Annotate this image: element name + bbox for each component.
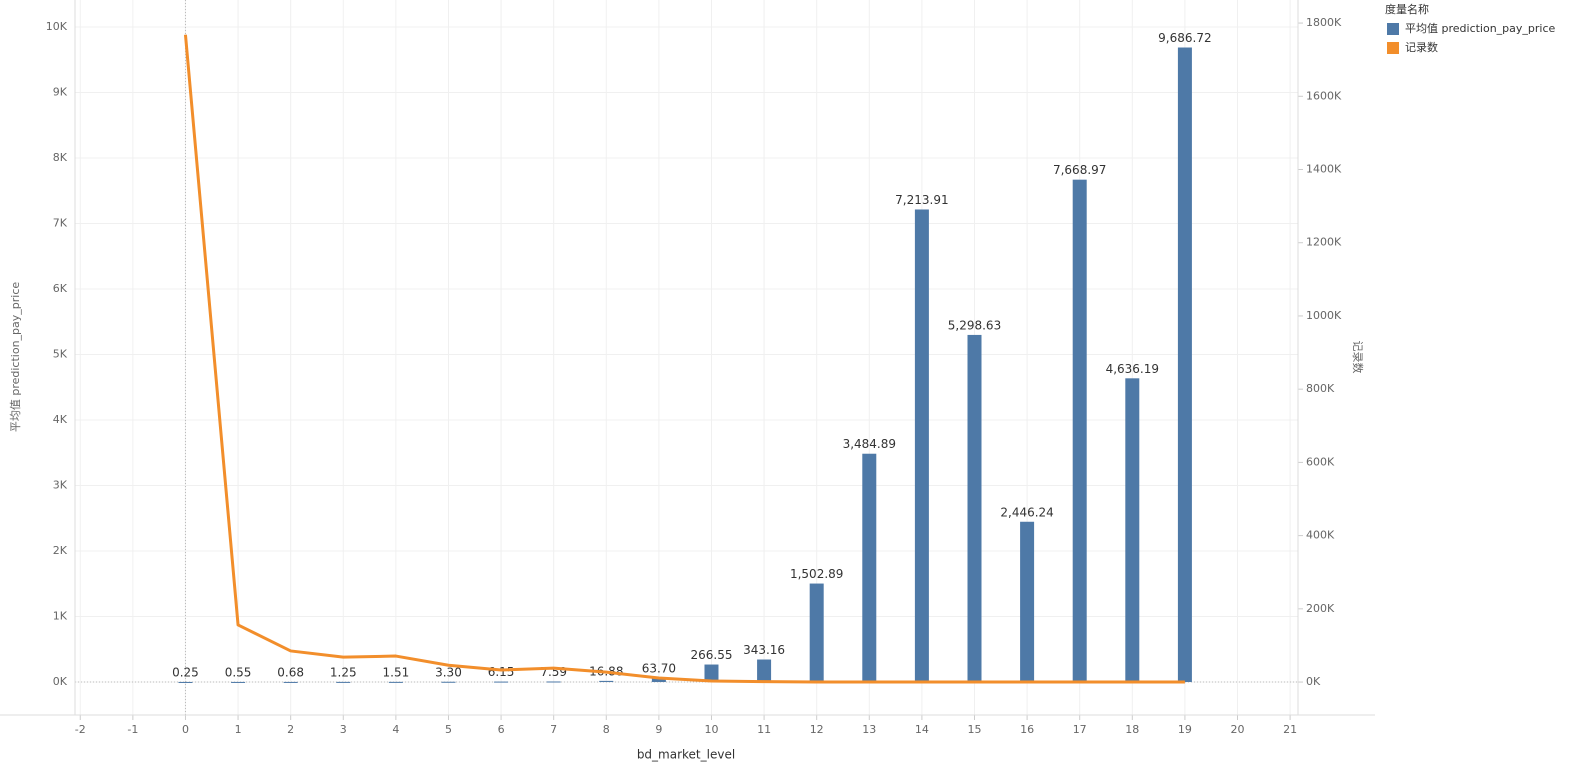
data-label: 0.55 <box>225 665 252 679</box>
legend-label: 平均值 prediction_pay_price <box>1405 22 1556 35</box>
x-tick-label: 18 <box>1125 723 1139 736</box>
x-tick-label: -1 <box>127 723 138 736</box>
line <box>183 34 1185 684</box>
bar <box>704 664 719 682</box>
x-tick-label: 5 <box>445 723 452 736</box>
bar <box>231 681 246 683</box>
bar <box>1072 179 1087 682</box>
y-axis-title: 平均值 prediction_pay_price <box>9 282 22 433</box>
legend-swatch <box>1387 23 1399 35</box>
x-axis-title: bd_market_level <box>637 748 735 762</box>
data-label: 343.16 <box>743 643 785 657</box>
bar <box>1125 378 1140 682</box>
data-label: 266.55 <box>690 648 732 662</box>
data-label: 3,484.89 <box>843 437 896 451</box>
bar <box>1177 47 1192 682</box>
y-tick-label: 8K <box>53 151 68 164</box>
data-label: 1,502.89 <box>790 567 843 581</box>
data-label: 63.70 <box>642 661 676 675</box>
y2-tick-label: 400K <box>1306 529 1335 542</box>
y2-tick-label: 800K <box>1306 382 1335 395</box>
bar <box>178 681 193 683</box>
x-tick-label: 1 <box>235 723 242 736</box>
y-tick-label: 0K <box>53 675 68 688</box>
data-label: 9,686.72 <box>1158 31 1211 45</box>
data-label: 0.68 <box>277 665 304 679</box>
bar <box>651 677 666 682</box>
data-label: 7,213.91 <box>895 193 948 207</box>
x-tick-label: 14 <box>915 723 929 736</box>
data-label: 6.15 <box>488 665 515 679</box>
y2-tick-label: 1400K <box>1306 163 1342 176</box>
y2-tick-label: 0K <box>1306 675 1321 688</box>
data-label: 0.25 <box>172 665 199 679</box>
data-label: 2,446.24 <box>1000 505 1053 519</box>
x-tick-label: -2 <box>75 723 86 736</box>
y2-tick-label: 1600K <box>1306 89 1342 102</box>
y-tick-label: 2K <box>53 544 68 557</box>
data-label: 4,636.19 <box>1106 362 1159 376</box>
x-tick-label: 11 <box>757 723 771 736</box>
y-tick-label: 5K <box>53 347 68 360</box>
legend-swatch <box>1387 42 1399 54</box>
x-tick-label: 3 <box>340 723 347 736</box>
bar <box>388 681 403 683</box>
x-tick-label: 15 <box>967 723 981 736</box>
y2-tick-label: 200K <box>1306 602 1335 615</box>
x-tick-label: 10 <box>704 723 718 736</box>
data-label: 1.51 <box>383 665 410 679</box>
x-tick-label: 17 <box>1073 723 1087 736</box>
bar <box>809 583 824 682</box>
y-tick-label: 10K <box>46 20 68 33</box>
y-tick-label: 3K <box>53 478 68 491</box>
x-tick-label: 12 <box>810 723 824 736</box>
bar <box>283 681 298 683</box>
x-tick-label: 20 <box>1231 723 1245 736</box>
y-tick-label: 1K <box>53 609 68 622</box>
bar <box>757 659 772 682</box>
y-tick-label: 7K <box>53 216 68 229</box>
data-label: 1.25 <box>330 665 357 679</box>
x-tick-label: 16 <box>1020 723 1034 736</box>
legend-title: 度量名称 <box>1385 2 1429 16</box>
x-tick-label: 2 <box>287 723 294 736</box>
bar <box>494 681 509 683</box>
bar <box>336 681 351 683</box>
x-tick-label: 7 <box>550 723 557 736</box>
y2-tick-label: 1200K <box>1306 236 1342 249</box>
x-tick-label: 19 <box>1178 723 1192 736</box>
data-label: 5,298.63 <box>948 318 1001 332</box>
y-tick-label: 9K <box>53 85 68 98</box>
bar <box>862 453 877 682</box>
x-tick-label: 9 <box>655 723 662 736</box>
x-tick-label: 4 <box>392 723 399 736</box>
x-tick-label: 6 <box>498 723 505 736</box>
data-label: 7,668.97 <box>1053 163 1106 177</box>
bar <box>914 209 929 682</box>
y-tick-label: 4K <box>53 413 68 426</box>
y2-tick-label: 600K <box>1306 455 1335 468</box>
y2-tick-label: 1800K <box>1306 16 1342 29</box>
x-tick-label: 21 <box>1283 723 1297 736</box>
legend-label: 记录数 <box>1405 41 1438 54</box>
x-tick-label: 8 <box>603 723 610 736</box>
bar <box>599 680 614 682</box>
bar <box>967 334 982 682</box>
y2-tick-label: 1000K <box>1306 309 1342 322</box>
y-tick-label: 6K <box>53 282 68 295</box>
y2-axis-title: 记录数 <box>1351 341 1364 374</box>
bar <box>441 681 456 683</box>
data-label: 3.30 <box>435 665 462 679</box>
bar <box>1020 521 1035 682</box>
bar <box>546 681 561 683</box>
x-tick-label: 0 <box>182 723 189 736</box>
x-tick-label: 13 <box>862 723 876 736</box>
